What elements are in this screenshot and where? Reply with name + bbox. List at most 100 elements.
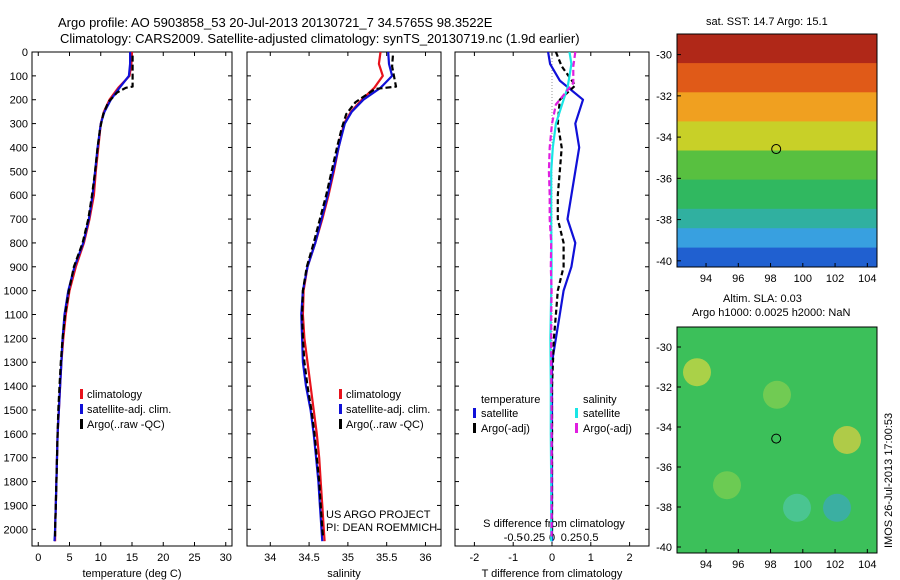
ytick-label: 500 [10, 166, 28, 178]
sst-band [677, 160, 877, 171]
lat-label: -34 [656, 132, 672, 144]
legend-title: salinity [583, 394, 617, 406]
legend-label: satellite-adj. clim. [87, 404, 171, 416]
legend-label: climatology [87, 389, 143, 401]
sst-band [677, 43, 877, 54]
sst-band [677, 169, 877, 181]
xtick-label: 2 [627, 552, 633, 564]
series-argo-raw-qc- [301, 55, 398, 537]
ytick-label: 600 [10, 190, 28, 202]
sst-band [677, 121, 877, 132]
lat-label: -30 [656, 50, 672, 62]
series-satellite-adj-clim- [300, 52, 394, 542]
map-frame [676, 33, 878, 268]
xtick-label: 35.5 [376, 552, 397, 564]
lon-label: 102 [826, 559, 844, 571]
sst-band [677, 189, 877, 200]
legend-label: satellite-adj. clim. [346, 404, 430, 416]
profile-plots: 0100200300400500600700800900100011001200… [4, 47, 650, 580]
lon-label: 104 [858, 559, 876, 571]
ytick-label: 1600 [4, 429, 28, 441]
legend-label: satellite [481, 408, 518, 420]
sla-patch [833, 426, 861, 454]
xlabel: salinity [327, 568, 361, 580]
lat-label: -40 [656, 256, 672, 268]
xlabel: temperature (deg C) [82, 568, 181, 580]
lat-label: -32 [656, 382, 672, 394]
xtick-label: -2 [470, 552, 480, 564]
legend-label: Argo(-adj) [481, 423, 530, 435]
map-frame [676, 326, 878, 554]
ytick-label: 1200 [4, 333, 28, 345]
xtick-label: 25 [188, 552, 200, 564]
xtick-label: 35 [342, 552, 354, 564]
sst-band [677, 72, 877, 83]
series-temperature-satellite [547, 52, 585, 542]
ytick-label: 1100 [4, 310, 28, 322]
ytick-label: 200 [10, 95, 28, 107]
ytick-label: 700 [10, 214, 28, 226]
panel-temperature: 0100200300400500600700800900100011001200… [4, 47, 233, 580]
imos-footer: IMOS 26-Jul-2013 17:00:53 [883, 413, 895, 548]
legend-swatch [575, 423, 578, 433]
header-line1: Argo profile: AO 5903858_53 20-Jul-2013 … [58, 15, 493, 30]
sla-patch [683, 358, 711, 387]
lon-label: 102 [826, 273, 844, 285]
project-line2: PI: DEAN ROEMMICH [326, 522, 437, 534]
lat-label: -30 [656, 342, 672, 354]
ytick-label: 100 [10, 71, 28, 83]
sla-map-title2: Argo h1000: 0.0025 h2000: NaN [692, 307, 850, 319]
lat-label: -40 [656, 542, 672, 554]
series-satellite-adj-clim- [53, 52, 132, 542]
sla-patch [713, 471, 741, 500]
sla-map-title1: Altim. SLA: 0.03 [723, 293, 802, 305]
xtick-label: 30 [220, 552, 232, 564]
xlabel2: S difference from climatology [483, 518, 625, 530]
stick-label: 0.25 [561, 532, 582, 544]
sst-band [677, 131, 877, 142]
sst-band [677, 102, 877, 113]
panel-frame [246, 51, 442, 547]
stick-label: -0.25 [520, 532, 545, 544]
ytick-label: 1500 [4, 405, 28, 417]
legend-label: satellite [583, 408, 620, 420]
header-line2: Climatology: CARS2009. Satellite-adjuste… [60, 31, 580, 46]
xtick-label: 15 [126, 552, 138, 564]
legend-swatch [80, 404, 83, 414]
lon-label: 100 [794, 559, 812, 571]
xlabel: T difference from climatology [482, 568, 623, 580]
ytick-label: 1800 [4, 477, 28, 489]
panel-salinity: 34 34.5 35 35.5 36 salinity climatology satelli… [246, 51, 442, 580]
xtick-label: 5 [66, 552, 72, 564]
xtick-label: 34.5 [298, 552, 319, 564]
profile-location-marker [771, 144, 782, 155]
ytick-label: 1900 [4, 500, 28, 512]
legend-swatch [339, 404, 342, 414]
sst-band [677, 150, 877, 161]
xtick-label: 1 [588, 552, 594, 564]
legend-label: Argo(-adj) [583, 423, 632, 435]
sst-map: -30 -32 -34 -36 -38 -40 94 96 98 100 102 104 [656, 33, 878, 285]
sst-band [677, 218, 877, 229]
lat-label: -38 [656, 215, 672, 227]
sst-band [677, 237, 877, 249]
sst-band [677, 208, 877, 219]
project-line1: US ARGO PROJECT [326, 509, 431, 521]
lon-label: 94 [700, 559, 712, 571]
panel-difference: -2 -1 0 1 2 T difference from climatology -0.5… [454, 51, 650, 580]
lon-label: 104 [858, 273, 876, 285]
xtick-label: 34 [264, 552, 276, 564]
sla-patch [783, 493, 811, 522]
xtick-label: 10 [95, 552, 107, 564]
lat-label: -32 [656, 91, 672, 103]
ytick-label: 400 [10, 142, 28, 154]
legend-swatch [339, 419, 342, 429]
legend-swatch [473, 423, 476, 433]
ytick-label: 1700 [4, 453, 28, 465]
sst-band [677, 92, 877, 103]
sla-patch [763, 380, 791, 409]
legend-swatch [80, 389, 83, 399]
series-salinity-satellite [549, 52, 573, 542]
lon-label: 96 [732, 559, 744, 571]
sst-band [677, 199, 877, 210]
